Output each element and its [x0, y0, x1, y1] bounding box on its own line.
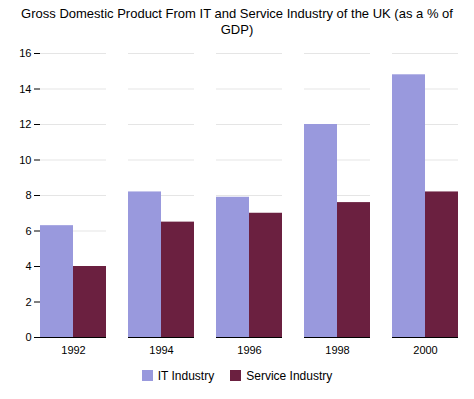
html-text:IT Industry: IT Industry [157, 368, 215, 383]
svg-text:1992: 1992 [61, 344, 85, 356]
svg-text:8: 8 [25, 189, 31, 201]
svg-text:1996: 1996 [237, 344, 261, 356]
svg-text:1998: 1998 [325, 344, 349, 356]
html-text:Gross Domestic Product From IT: Gross Domestic Product From IT and Servi… [21, 6, 453, 38]
svg-text:12: 12 [19, 118, 31, 130]
svg-text:16: 16 [19, 47, 31, 59]
svg-text:0: 0 [25, 331, 31, 343]
svg-text:4: 4 [25, 260, 31, 272]
svg-text:2: 2 [25, 295, 31, 307]
svg-text:14: 14 [19, 82, 31, 94]
html-text:Service Industry: Service Industry [246, 368, 333, 383]
svg-text:10: 10 [19, 153, 31, 165]
svg-text:2000: 2000 [413, 344, 437, 356]
svg-text:1994: 1994 [149, 344, 173, 356]
svg-text:6: 6 [25, 224, 31, 236]
